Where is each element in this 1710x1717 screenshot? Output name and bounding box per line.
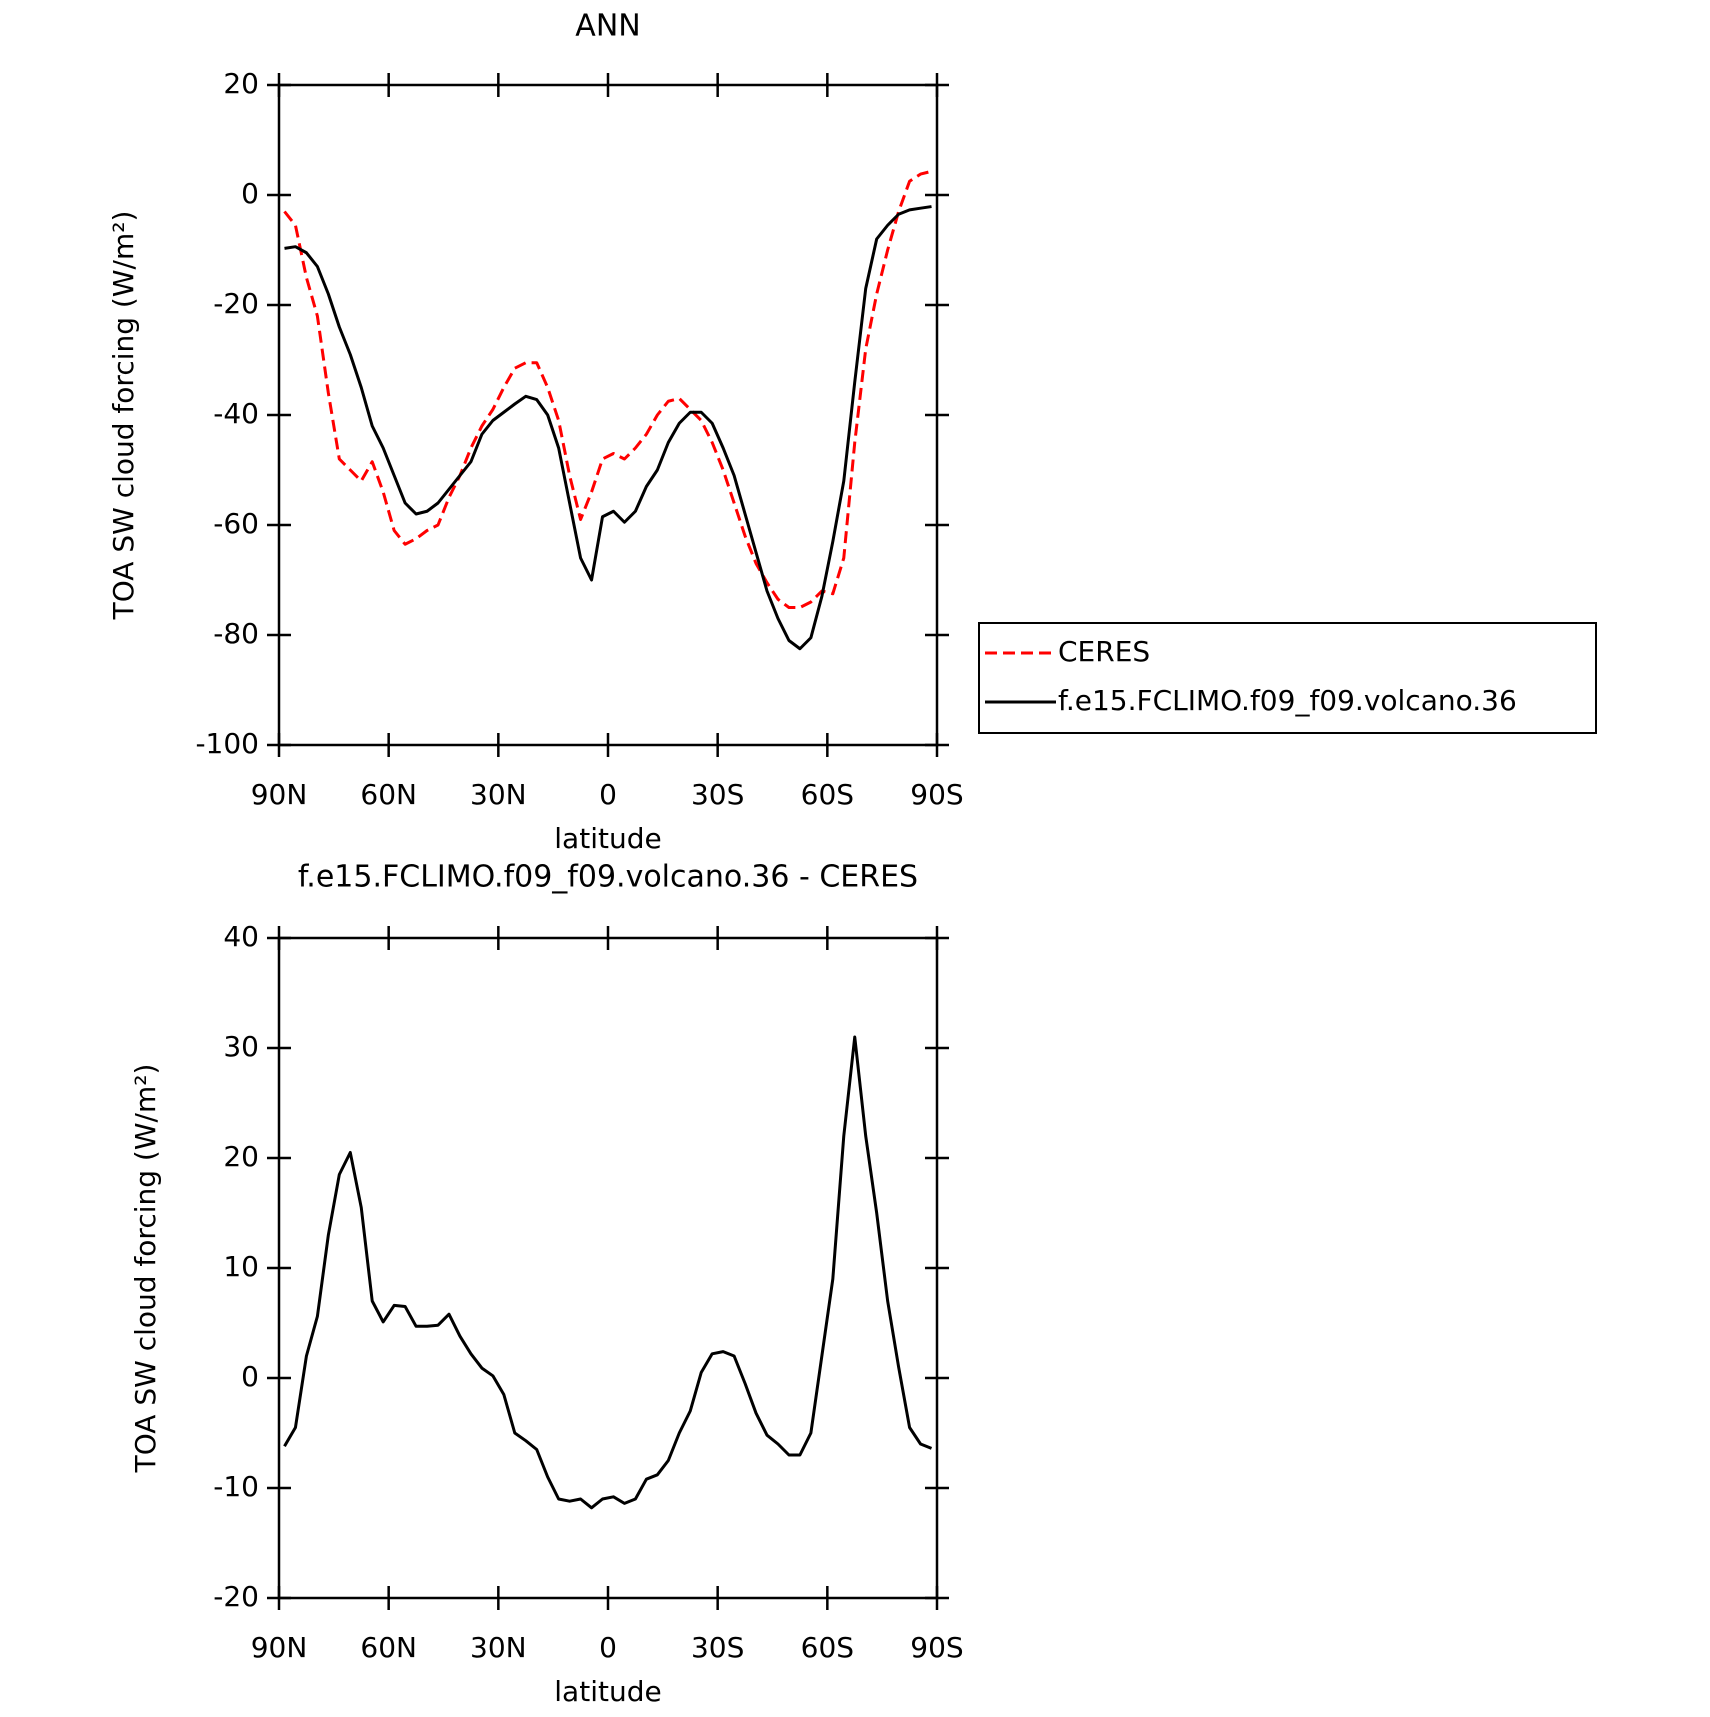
x-tick-label: 90S [910,1631,963,1664]
x-tick-label: 30S [691,1631,744,1664]
y-axis-title: TOA SW cloud forcing (W/m²) [129,1064,162,1474]
y-tick-label: 20 [223,67,259,100]
legend-label: CERES [1058,635,1150,668]
x-axis-title: latitude [554,822,661,855]
x-tick-label: 60N [360,1631,417,1664]
x-tick-label: 60S [801,1631,854,1664]
data-line [283,1035,933,1510]
x-tick-label: 0 [599,778,617,811]
y-tick-label: 0 [241,177,259,210]
legend-box [978,622,1597,734]
x-tick-label: 60N [360,778,417,811]
y-tick-label: 20 [223,1140,259,1173]
y-axis-title: TOA SW cloud forcing (W/m²) [107,211,140,621]
y-tick-label: -100 [195,727,259,760]
y-tick-label: -80 [213,617,259,650]
y-tick-label: -20 [213,287,259,320]
y-tick-label: 40 [223,920,259,953]
x-axis-title: latitude [554,1675,661,1708]
x-tick-label: 30N [470,778,527,811]
x-tick-label: 60S [801,778,854,811]
y-tick-label: 0 [241,1360,259,1393]
chart-title: ANN [575,9,640,44]
chart-title: f.e15.FCLIMO.f09_f09.volcano.36 - CERES [298,860,918,895]
y-tick-label: -20 [213,1580,259,1613]
legend-label: f.e15.FCLIMO.f09_f09.volcano.36 [1058,684,1517,717]
y-tick-label: 10 [223,1250,259,1283]
x-tick-label: 30S [691,778,744,811]
x-tick-label: 90N [251,778,308,811]
y-tick-label: -60 [213,507,259,540]
data-line [284,205,932,651]
x-tick-label: 90S [910,778,963,811]
x-tick-label: 0 [599,1631,617,1664]
y-tick-label: -40 [213,397,259,430]
plot-frame [277,83,939,747]
y-tick-label: -10 [213,1470,259,1503]
x-tick-label: 90N [251,1631,308,1664]
x-tick-label: 30N [470,1631,527,1664]
data-line [283,169,932,609]
y-tick-label: 30 [223,1030,259,1063]
